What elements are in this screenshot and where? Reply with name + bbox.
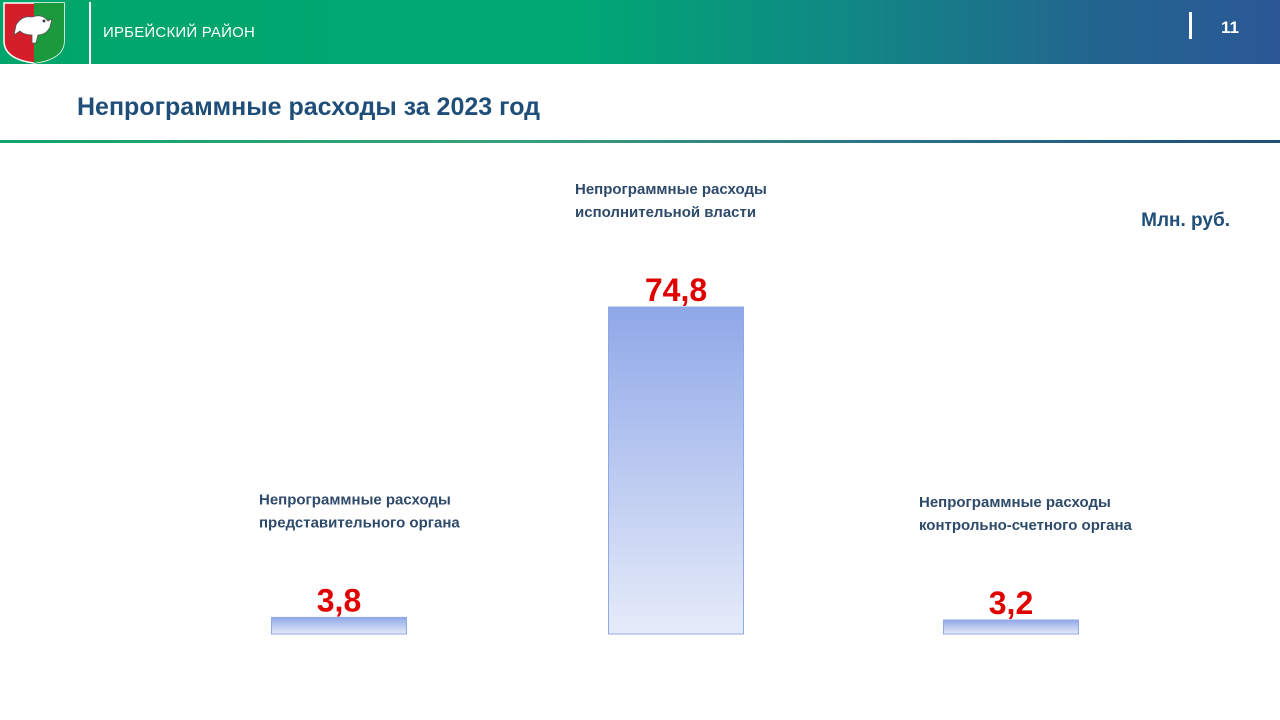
category-label-2-line-0: Непрограммные расходы bbox=[919, 494, 1111, 511]
page-number-divider bbox=[1189, 12, 1192, 39]
header-bar: ИРБЕЙСКИЙ РАЙОН 11 bbox=[0, 0, 1280, 64]
category-label-1-line-0: Непрограммные расходы bbox=[575, 181, 767, 198]
category-label-0-line-1: представительного органа bbox=[259, 514, 460, 531]
category-label-0-line-0: Непрограммные расходы bbox=[259, 491, 451, 508]
category-label-1-line-1: исполнительной власти bbox=[575, 204, 756, 221]
page-title: Непрограммные расходы за 2023 год bbox=[77, 93, 541, 121]
value-label-0: 3,8 bbox=[317, 582, 361, 618]
title-underline bbox=[0, 140, 1280, 143]
units-label: Млн. руб. bbox=[1141, 210, 1230, 231]
bar-1 bbox=[608, 306, 744, 635]
value-label-2: 3,2 bbox=[989, 585, 1033, 621]
category-label-2-line-1: контрольно-счетного органа bbox=[919, 517, 1133, 534]
bar-0 bbox=[271, 616, 407, 635]
bar-2 bbox=[943, 619, 1079, 635]
header-divider bbox=[89, 2, 91, 64]
region-name: ИРБЕЙСКИЙ РАЙОН bbox=[103, 24, 256, 41]
page-number: 11 bbox=[1221, 18, 1239, 37]
coat-of-arms-icon bbox=[3, 2, 65, 64]
value-label-1: 74,8 bbox=[645, 272, 707, 308]
